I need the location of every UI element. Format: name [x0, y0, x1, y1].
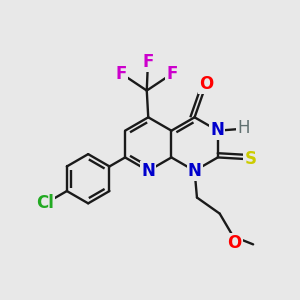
Text: N: N: [210, 122, 224, 140]
Text: H: H: [237, 119, 250, 137]
Text: Cl: Cl: [37, 194, 54, 212]
Text: N: N: [188, 162, 202, 180]
Text: N: N: [141, 162, 155, 180]
Text: F: F: [116, 65, 127, 83]
Text: O: O: [199, 76, 214, 94]
Text: S: S: [244, 150, 256, 168]
Text: F: F: [143, 53, 154, 71]
Text: F: F: [166, 65, 178, 83]
Text: O: O: [227, 234, 242, 252]
